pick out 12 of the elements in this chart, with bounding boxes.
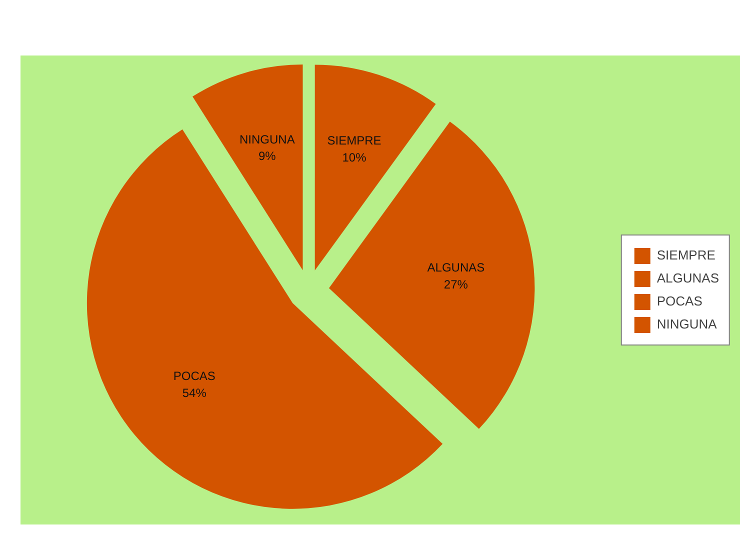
legend-label: ALGUNAS bbox=[656, 270, 719, 286]
slice-label: POCAS bbox=[173, 369, 216, 384]
legend-label: SIEMPRE bbox=[656, 248, 716, 262]
data-label: 10% bbox=[342, 150, 367, 165]
legend-label: NINGUNA bbox=[656, 316, 717, 332]
data-label: 54% bbox=[182, 386, 207, 400]
legend-label: POCAS bbox=[656, 294, 702, 308]
slice-label: NINGUNA bbox=[240, 132, 295, 146]
data-label: 27% bbox=[444, 277, 468, 292]
data-label: 9% bbox=[258, 149, 276, 164]
slice-label: ALGUNAS bbox=[427, 260, 485, 275]
slice-label: SIEMPRE bbox=[327, 134, 382, 148]
